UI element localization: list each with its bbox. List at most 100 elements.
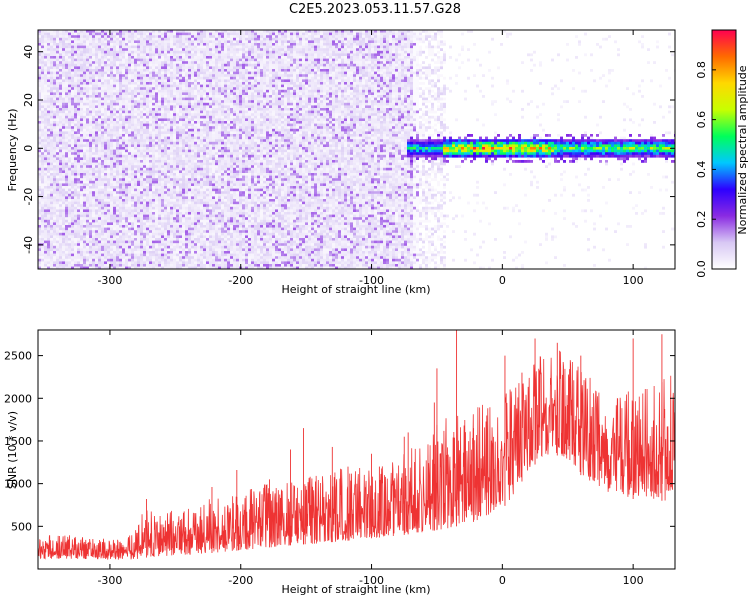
spectrogram-cell [92,191,95,194]
spectrogram-cell [62,84,65,88]
spectrogram-cell [38,266,41,269]
spectrogram-cell [59,43,62,46]
spectrogram-cell [77,115,80,119]
spectrogram-cell [98,131,101,135]
spectrogram-cell [134,238,137,241]
spectrogram-cell [44,121,47,124]
spectrogram-cell [65,209,68,213]
spectrogram-cell [116,48,119,51]
spectrogram-cell [140,95,143,98]
spectrogram-cell [107,186,110,189]
spectrogram-cell [47,162,50,166]
spectrogram-cell [146,165,149,168]
spectrogram-cell [53,147,56,150]
spectrogram-cell [89,118,92,122]
spectrogram-cell [164,79,167,83]
spectrogram-cell [47,128,50,132]
spectrogram-cell [62,115,65,119]
spectrogram-cell [77,113,80,116]
spectrogram-cell [71,87,74,90]
spectrogram-cell [74,32,77,36]
spectrogram-cell [125,154,128,158]
spectrogram-cell [110,128,113,132]
spectrogram-cell [56,131,59,135]
spectrogram-cell [170,222,173,226]
spectrogram-cell [116,154,119,158]
spectrogram-cell [131,243,134,246]
spectrogram-cell [170,123,173,127]
spectrogram-cell [134,123,137,127]
spectrogram-cell [107,37,110,41]
spectrogram-cell [101,188,104,192]
spectrogram-cell [68,186,71,189]
spectrogram-cell [41,131,44,135]
spectrogram-cell [176,196,179,200]
spectrogram-cell [59,186,62,189]
spectrogram-cell [104,196,107,200]
spectrogram-cell [98,212,101,215]
spectrogram-cell [194,121,197,124]
spectrogram-cell [158,113,161,116]
spectrogram-cell [50,180,53,184]
spectrogram-cell [50,92,53,96]
spectrogram-cell [128,147,131,150]
spectrogram-cell [116,167,119,171]
spectrogram-cell [158,154,161,158]
spectrogram-cell [50,113,53,116]
spectrogram-cell [38,201,41,205]
spectrogram-cell [98,63,101,67]
spectrogram-cell [68,58,71,62]
spectrogram-cell [119,121,122,124]
spectrogram-cell [167,102,170,106]
spectrogram-cell [101,149,104,153]
spectrogram-cell [137,69,140,72]
spectrogram-cell [164,178,167,181]
spectrogram-cell [92,170,95,174]
spectrogram-cell [143,108,146,111]
spectrogram-cell [92,134,95,137]
spectrogram-cell [89,175,92,179]
spectrogram-cell [68,35,71,38]
spectrogram-cell [56,186,59,189]
spectrogram-cell [200,48,203,51]
spectrogram-cell [140,97,143,101]
spectrogram-cell [185,32,188,36]
spectrogram-cell [119,82,122,85]
spectrogram-cell [53,256,56,259]
spectrogram-cell [194,160,197,163]
spectrogram-cell [143,227,146,231]
spectrogram-cell [155,100,158,103]
spectrogram-cell [59,154,62,158]
spectrogram-cell [155,183,158,187]
spectrogram-cell [101,134,104,137]
spectrogram-cell [65,264,68,267]
spectrogram-cell [197,71,200,75]
spectrogram-cell [92,232,95,236]
spectrogram-cell [128,196,131,200]
spectrogram-cell [173,251,176,254]
spectrogram-cell [56,126,59,129]
spectrogram-cell [44,95,47,98]
spectrogram-cell [86,63,89,67]
spectrogram-cell [92,66,95,70]
spectrogram-cell [119,97,122,101]
spectrogram-cell [182,167,185,171]
spectrogram-cell [191,152,194,155]
spectrogram-cell [74,238,77,241]
spectrogram-cell [191,170,194,174]
spectrogram-cell [146,35,149,38]
spectrogram-cell [194,238,197,241]
spectrogram-cell [101,121,104,124]
spectrogram-cell [155,105,158,109]
spectrogram-cell [107,180,110,184]
spectrogram-cell [44,183,47,187]
spectrogram-cell [125,152,128,155]
spectrogram-cell [116,144,119,148]
spectrogram-cell [152,175,155,179]
spectrogram-cell [146,152,149,155]
spectrogram-cell [50,196,53,200]
spectrogram-cell [110,30,113,33]
spectrogram-cell [125,66,128,70]
spectrogram-cell [155,115,158,119]
spectrogram-cell [41,74,44,77]
